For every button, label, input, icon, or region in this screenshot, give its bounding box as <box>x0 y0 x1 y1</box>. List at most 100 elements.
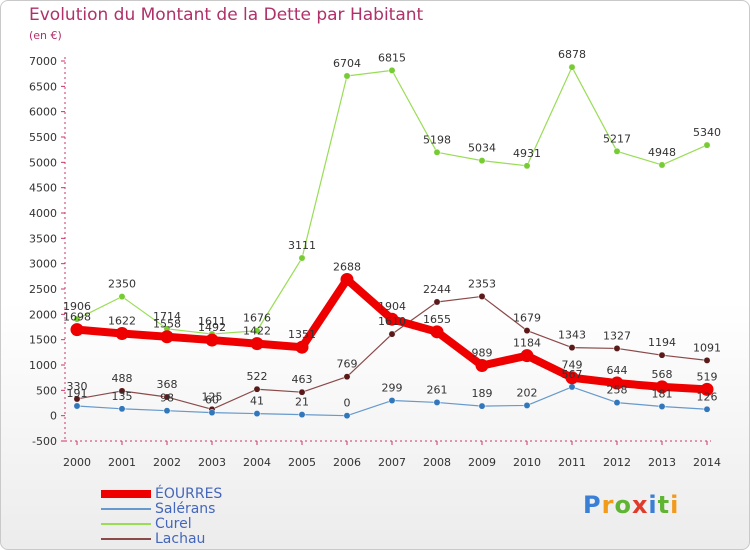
data-label: 330 <box>67 380 88 393</box>
data-point <box>70 323 84 337</box>
data-label: 1679 <box>513 312 541 325</box>
data-point <box>73 395 81 403</box>
y-tick-label: 5500 <box>29 131 57 144</box>
data-label: 5217 <box>603 132 631 145</box>
data-point <box>658 161 666 169</box>
x-tick-label: 2010 <box>513 456 541 469</box>
x-tick-label: 2001 <box>108 456 136 469</box>
data-label: 4948 <box>648 146 676 159</box>
data-point <box>523 162 531 170</box>
data-point <box>568 383 576 391</box>
data-point <box>388 66 396 74</box>
series-curel <box>73 63 711 338</box>
data-point <box>295 340 309 354</box>
data-point <box>205 333 219 347</box>
data-point <box>613 344 621 352</box>
data-label: 644 <box>607 364 628 377</box>
legend-label: Curel <box>155 516 192 532</box>
data-point <box>658 403 666 410</box>
y-tick-label: 5000 <box>29 156 57 169</box>
data-point <box>343 412 351 420</box>
series-lachau <box>73 292 711 413</box>
data-label: 2244 <box>423 283 451 296</box>
legend-swatch <box>101 538 151 540</box>
data-label: 181 <box>652 387 673 400</box>
x-tick-label: 2000 <box>63 456 91 469</box>
series-line <box>76 66 708 335</box>
data-label: 368 <box>157 378 178 391</box>
data-point <box>385 312 399 326</box>
data-label: 2350 <box>108 278 136 291</box>
x-tick-label: 2011 <box>558 456 586 469</box>
legend-swatch <box>101 490 151 498</box>
data-point <box>433 298 441 306</box>
x-tick-label: 2012 <box>603 456 631 469</box>
data-label: 6815 <box>378 51 406 64</box>
data-label: 0 <box>344 397 351 410</box>
y-tick-label: 4000 <box>29 207 57 220</box>
data-label: 1906 <box>63 300 91 313</box>
data-point <box>73 315 81 323</box>
y-tick-label: 7000 <box>29 55 57 68</box>
data-labels-layer: 1906 2350 1714 1611 1676 3111 6704 6815 5198 5034… <box>63 48 721 409</box>
y-tick-label: 1000 <box>29 359 57 372</box>
data-point <box>298 254 306 262</box>
data-point <box>298 388 306 396</box>
data-label: 2688 <box>333 260 361 273</box>
data-label: 5340 <box>693 126 721 139</box>
data-label: 21 <box>295 396 309 409</box>
data-point <box>253 385 261 393</box>
y-tick-label: 6500 <box>29 80 57 93</box>
data-point <box>478 292 486 300</box>
data-label: 41 <box>250 395 264 408</box>
data-point <box>430 325 444 339</box>
data-label: 258 <box>607 384 628 397</box>
legend-swatch <box>101 523 151 525</box>
y-tick-label: -500 <box>32 435 57 448</box>
data-label: 60 <box>205 394 219 407</box>
data-label: 1622 <box>108 314 136 327</box>
data-point <box>433 148 441 156</box>
data-label: 5198 <box>423 133 451 146</box>
data-point <box>478 157 486 165</box>
x-tick-label: 2006 <box>333 456 361 469</box>
data-label: 522 <box>247 370 268 383</box>
data-point <box>253 327 261 335</box>
x-tick-label: 2004 <box>243 456 271 469</box>
data-label: 202 <box>517 386 538 399</box>
y-tick-label: 2500 <box>29 283 57 296</box>
y-tick-label: 3500 <box>29 232 57 245</box>
data-point <box>613 147 621 155</box>
y-tick-label: 2000 <box>29 308 57 321</box>
x-tick-label: 2014 <box>693 456 721 469</box>
data-point <box>568 63 576 71</box>
data-label: 1351 <box>288 328 316 341</box>
data-point <box>655 380 669 394</box>
x-tick-label: 2003 <box>198 456 226 469</box>
data-label: 1714 <box>153 310 181 323</box>
y-tick-label: 3000 <box>29 258 57 271</box>
data-label: 1492 <box>198 321 226 334</box>
x-tick-label: 2002 <box>153 456 181 469</box>
y-tick-label: 4500 <box>29 182 57 195</box>
y-tick-label: 1500 <box>29 334 57 347</box>
data-point <box>475 359 489 373</box>
x-tick-label: 2009 <box>468 456 496 469</box>
series-éourres <box>70 272 714 396</box>
legend-swatch <box>101 508 151 510</box>
legend-label: ÉOURRES <box>155 486 223 502</box>
data-label: 1422 <box>243 325 271 338</box>
chart-title: Evolution du Montant de la Dette par Hab… <box>29 5 424 25</box>
data-label: 125 <box>202 390 223 403</box>
data-label: 98 <box>160 392 174 405</box>
data-point <box>523 327 531 335</box>
data-label: 1184 <box>513 337 541 350</box>
data-label: 989 <box>472 347 493 360</box>
data-point <box>253 410 261 418</box>
y-tick-label: 6000 <box>29 106 57 119</box>
data-point <box>433 398 441 406</box>
data-point <box>73 402 81 410</box>
data-point <box>118 405 126 413</box>
data-label: 1343 <box>558 329 586 342</box>
x-tick-label: 2013 <box>648 456 676 469</box>
